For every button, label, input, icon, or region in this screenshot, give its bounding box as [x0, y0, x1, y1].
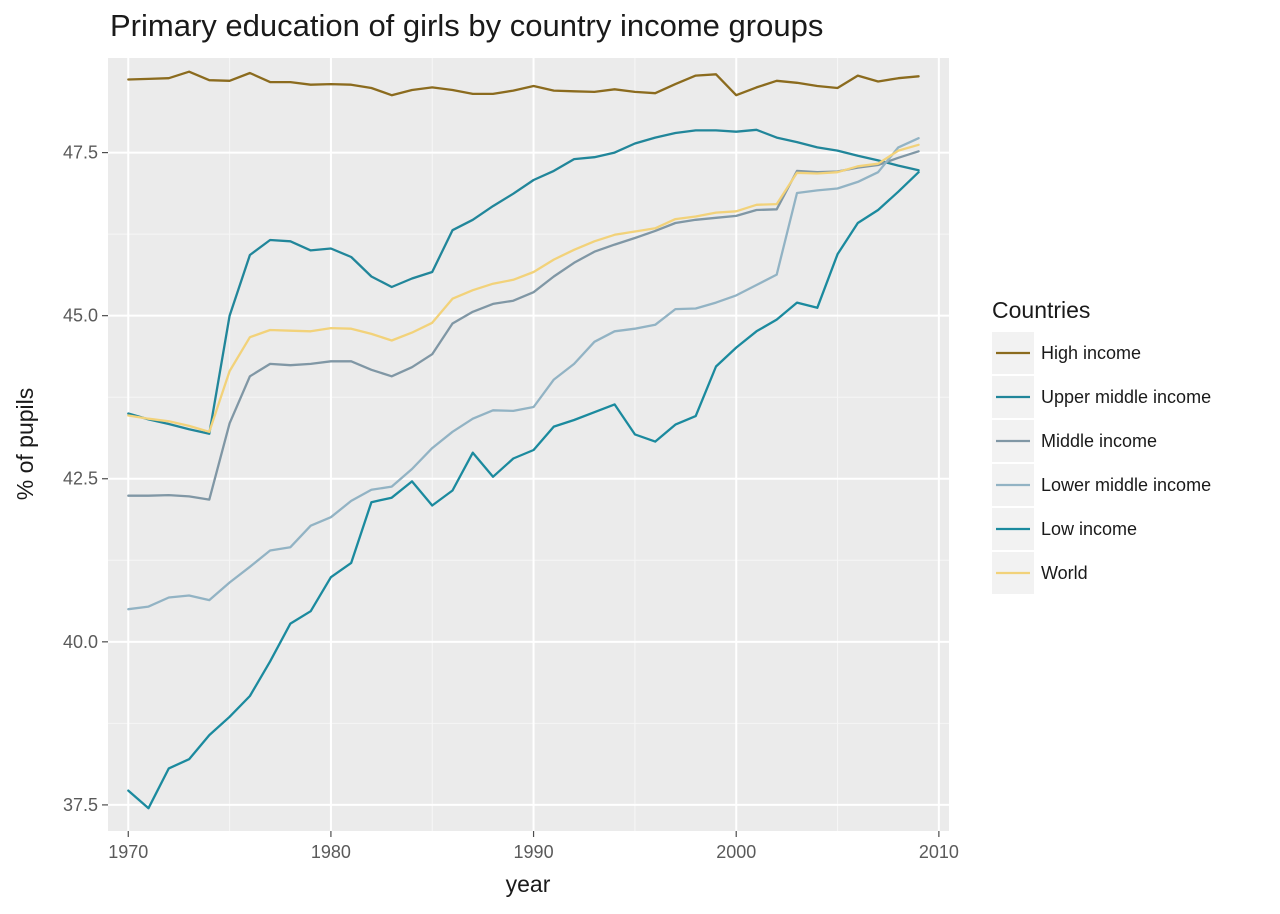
series-line-high-income — [127, 70, 920, 97]
chart-title: Primary education of girls by country in… — [110, 8, 823, 43]
legend-label-upper-middle-income: Upper middle income — [1041, 387, 1211, 407]
x-tick-label: 1970 — [108, 842, 148, 862]
x-axis: 1970 1980 1990 2000 2010 — [108, 831, 959, 862]
legend-label-lower-middle-income: Lower middle income — [1041, 475, 1211, 495]
series-line-lower-middle-income — [127, 137, 920, 611]
y-axis: 37.5 40.0 42.5 45.0 47.5 — [63, 143, 108, 815]
plot-panel — [108, 58, 949, 831]
x-tick-label: 1980 — [311, 842, 351, 862]
y-tick-label: 37.5 — [63, 795, 98, 815]
x-tick-label: 2000 — [716, 842, 756, 862]
y-tick-label: 40.0 — [63, 632, 98, 652]
legend-label-world: World — [1041, 563, 1088, 583]
x-tick-label: 1990 — [514, 842, 554, 862]
series-lines — [127, 70, 920, 810]
legend: Countries High income Upper middle income… — [992, 297, 1211, 594]
y-axis-title: % of pupils — [12, 388, 38, 501]
x-axis-title: year — [506, 871, 551, 897]
gridlines — [108, 58, 949, 831]
series-line-upper-middle-income — [127, 128, 920, 435]
legend-label-high-income: High income — [1041, 343, 1141, 363]
legend-title: Countries — [992, 297, 1090, 323]
y-tick-label: 45.0 — [63, 306, 98, 326]
y-tick-label: 42.5 — [63, 469, 98, 489]
legend-label-middle-income: Middle income — [1041, 431, 1157, 451]
x-tick-label: 2010 — [919, 842, 959, 862]
y-tick-label: 47.5 — [63, 143, 98, 163]
series-line-low-income — [127, 171, 920, 810]
series-line-world — [127, 143, 920, 433]
legend-label-low-income: Low income — [1041, 519, 1137, 539]
